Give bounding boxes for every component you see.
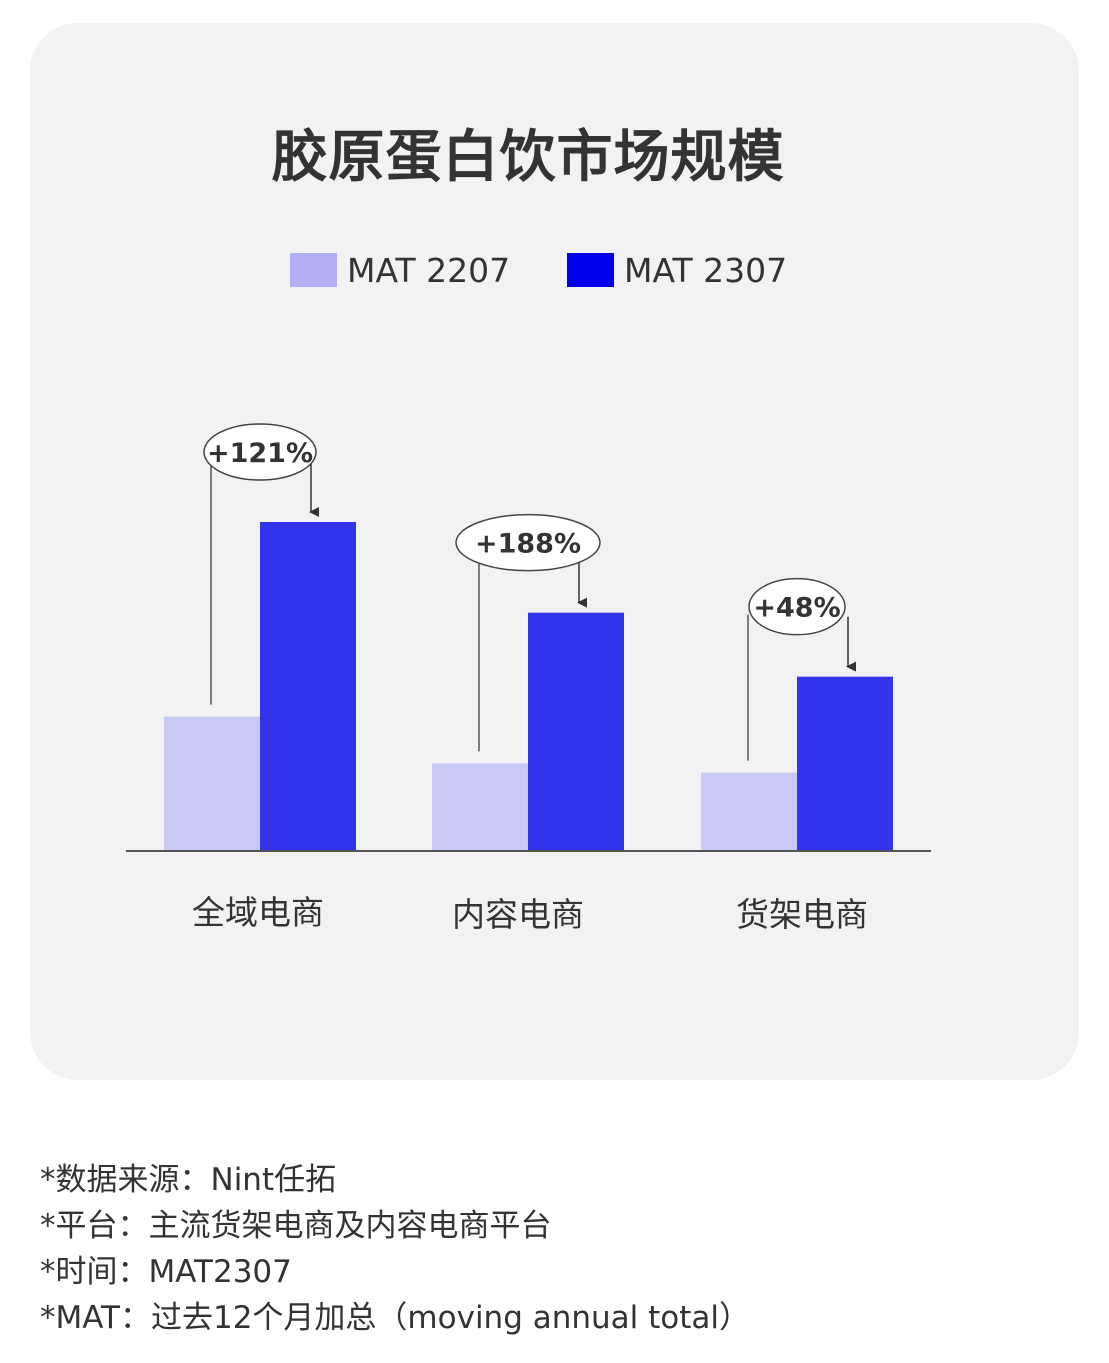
bar-mat2307-2 — [528, 612, 624, 850]
legend-label-mat2207: MAT 2207 — [347, 250, 511, 290]
footnote-source: *数据来源：Nint任拓 — [40, 1162, 337, 1198]
growth-bubble-1 — [203, 423, 317, 481]
bar-mat2307-1 — [260, 522, 356, 850]
legend-swatch-mat2207 — [290, 253, 337, 287]
growth-label-2: +188% — [475, 529, 581, 560]
legend-item-mat2207: MAT 2207 — [290, 250, 510, 290]
bar-chart: +121% 全域电商 +188% 内容电商 +48% 货架电商 — [126, 423, 931, 934]
bar-mat2207-2 — [432, 763, 528, 850]
legend-item-mat2307: MAT 2307 — [567, 250, 787, 290]
footnote-platform: *平台：主流货架电商及内容电商平台 — [40, 1208, 552, 1244]
category-label-3: 货架电商 — [736, 895, 868, 934]
bar-mat2207-3 — [701, 772, 797, 850]
footnotes: *数据来源：Nint任拓 *平台：主流货架电商及内容电商平台 *时间：MAT23… — [40, 1157, 750, 1341]
bar-mat2307-3 — [797, 676, 893, 850]
legend-swatch-mat2307 — [567, 253, 614, 287]
legend-label-mat2307: MAT 2307 — [624, 250, 788, 290]
footnote-time: *时间：MAT2307 — [40, 1254, 292, 1290]
growth-label-1: +121% — [207, 438, 313, 469]
bar-mat2207-1 — [164, 716, 260, 850]
category-label-1: 全域电商 — [192, 893, 324, 932]
chart-title: 胶原蛋白饮市场规模 — [271, 125, 785, 190]
growth-bubble-2 — [455, 513, 601, 572]
category-label-2: 内容电商 — [452, 895, 584, 934]
growth-bubble-3 — [748, 577, 846, 636]
growth-label-3: +48% — [753, 593, 840, 624]
footnote-mat-definition: *MAT：过去12个月加总（moving annual total） — [40, 1300, 751, 1336]
chart-legend: MAT 2207 MAT 2307 — [0, 250, 1109, 290]
